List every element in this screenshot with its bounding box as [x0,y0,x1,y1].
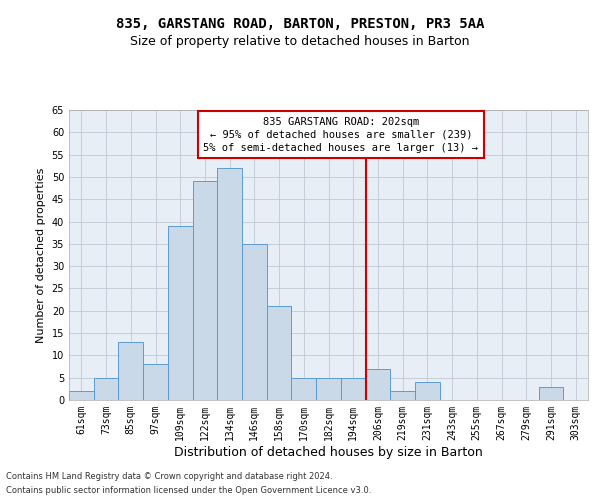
Bar [69,391,94,400]
Bar [390,391,415,400]
Bar [143,364,168,400]
Bar [217,168,242,400]
Text: 835 GARSTANG ROAD: 202sqm
← 95% of detached houses are smaller (239)
5% of semi-: 835 GARSTANG ROAD: 202sqm ← 95% of detac… [203,116,478,153]
Bar [316,378,341,400]
Bar [539,386,563,400]
Bar [365,369,390,400]
Text: Size of property relative to detached houses in Barton: Size of property relative to detached ho… [130,35,470,48]
Bar [292,378,316,400]
Bar [118,342,143,400]
Bar [168,226,193,400]
Y-axis label: Number of detached properties: Number of detached properties [36,168,46,342]
Bar [242,244,267,400]
Text: 835, GARSTANG ROAD, BARTON, PRESTON, PR3 5AA: 835, GARSTANG ROAD, BARTON, PRESTON, PR3… [116,18,484,32]
X-axis label: Distribution of detached houses by size in Barton: Distribution of detached houses by size … [174,446,483,458]
Bar [341,378,365,400]
Text: Contains HM Land Registry data © Crown copyright and database right 2024.: Contains HM Land Registry data © Crown c… [6,472,332,481]
Bar [415,382,440,400]
Bar [94,378,118,400]
Bar [193,182,217,400]
Bar [267,306,292,400]
Text: Contains public sector information licensed under the Open Government Licence v3: Contains public sector information licen… [6,486,371,495]
